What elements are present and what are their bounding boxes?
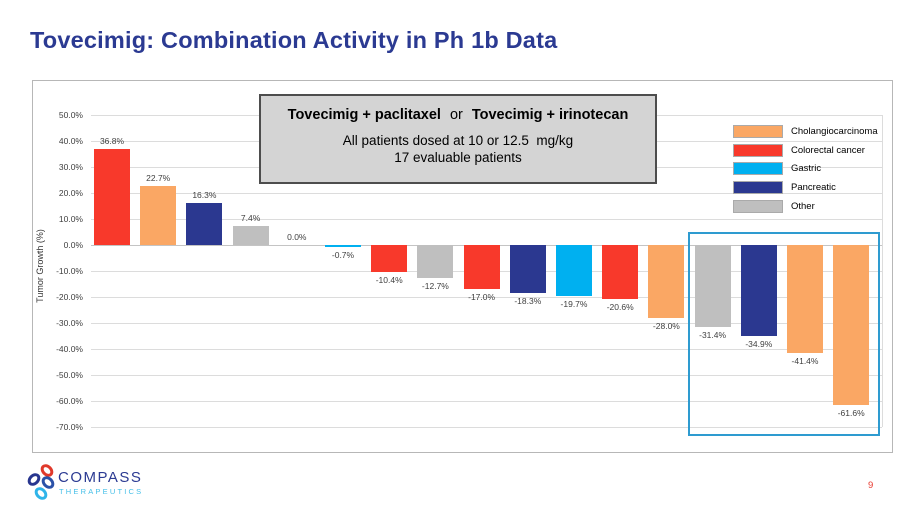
bar-value-label: 22.7% — [146, 172, 171, 183]
bar — [740, 245, 777, 336]
conjunction-label: or — [449, 107, 463, 123]
bar — [140, 185, 177, 245]
y-tick-label: 40.0% — [58, 136, 83, 146]
highlight-box — [687, 232, 881, 436]
chart-legend: Cholangiocarcinoma Colorectal cancer Gastr… — [33, 81, 892, 452]
evaluable-patients-label: 17 evaluable patients — [394, 150, 522, 165]
bar-value-label: 36.8% — [99, 136, 125, 147]
y-tick-label: -70.0% — [56, 422, 83, 432]
bar — [787, 245, 823, 353]
bar — [694, 245, 731, 327]
logo-company-name: COMPASS — [58, 469, 143, 486]
bar-value-label: -20.6% — [606, 301, 634, 312]
legend-swatch — [733, 125, 783, 138]
bar — [648, 245, 685, 318]
y-tick-label: -60.0% — [56, 396, 83, 406]
legend-label: Gastric — [791, 163, 822, 175]
bars-layer: 36.8% 22.7% 16.3% 7.4% 0.0% -0.7% -10.4% -12.7%… — [33, 81, 892, 452]
bar-value-label: -61.6% — [837, 408, 865, 419]
bar-value-label: -34.9% — [745, 338, 773, 349]
bar — [94, 149, 130, 245]
y-tick-label: 20.0% — [58, 188, 83, 198]
y-tick-label: 50.0% — [58, 110, 83, 120]
bar — [509, 245, 546, 293]
gridline — [91, 323, 882, 324]
bar-value-label: -28.0% — [652, 320, 680, 331]
bar-value-label: 0.0% — [287, 232, 307, 242]
bar — [186, 202, 223, 245]
gridline — [91, 219, 882, 220]
bar-value-label: -17.0% — [468, 292, 496, 303]
bar — [833, 245, 870, 406]
bar — [602, 245, 639, 299]
bar-value-label: 7.4% — [240, 212, 261, 223]
combo-paclitaxel-label: Tovecimig + paclitaxel — [287, 107, 441, 123]
annotation-combos: Tovecimig + paclitaxel or Tovecimig + irin… — [261, 107, 655, 123]
page-title: Tovecimig: Combination Activity in Ph 1b… — [30, 27, 558, 53]
bar-value-label: -41.4% — [791, 355, 819, 366]
gridline — [91, 193, 882, 194]
bar-value-label: -18.3% — [514, 295, 542, 306]
y-tick-label: -40.0% — [56, 344, 83, 354]
bar — [371, 245, 408, 273]
legend-swatch — [733, 143, 783, 157]
dosing-label: All patients dosed at 10 or 12.5 mg/kg — [342, 133, 574, 148]
bar-value-label: -12.7% — [421, 281, 449, 292]
bar — [232, 225, 269, 245]
legend-label: Cholangiocarcinoma — [791, 126, 878, 137]
bar-value-label: -0.7% — [331, 249, 355, 260]
bar — [417, 245, 454, 279]
bar — [463, 245, 500, 290]
annotation-box: Tovecimig + paclitaxel or Tovecimig + irin… — [259, 94, 657, 184]
logo-tagline: THERAPEUTICS — [59, 487, 144, 496]
plot-right-border — [882, 115, 883, 427]
bar-value-label: -19.7% — [560, 299, 588, 310]
legend-swatch — [733, 199, 783, 213]
y-tick-label: -20.0% — [56, 292, 83, 302]
legend-label: Other — [791, 200, 815, 212]
y-tick-label: 0.0% — [63, 240, 83, 250]
y-tick-label: 10.0% — [58, 214, 83, 224]
page-number: 9 — [868, 480, 874, 491]
bar-value-label: -10.4% — [375, 275, 403, 286]
bar — [325, 245, 361, 247]
gridline — [91, 375, 882, 376]
legend-swatch — [733, 162, 783, 176]
y-tick-label: 30.0% — [58, 162, 83, 172]
gridline — [91, 297, 882, 298]
chart-area: Tumor Growth (%) 50.0% 40.0% 30.0% 20.0% 10.… — [32, 80, 893, 453]
compass-therapeutics-logo: COMPASS THERAPEUTICS — [25, 461, 196, 509]
gridline — [91, 401, 882, 402]
y-tick-label: -50.0% — [56, 370, 83, 380]
gridline — [91, 349, 882, 350]
bar-value-label: 16.3% — [192, 189, 217, 200]
legend-swatch — [733, 181, 783, 195]
y-tick-label: -30.0% — [56, 318, 83, 328]
legend-label: Colorectal cancer — [791, 144, 865, 156]
y-tick-label: -10.0% — [56, 266, 83, 276]
gridline — [91, 427, 882, 428]
bar-value-label: -31.4% — [699, 329, 727, 340]
bar — [556, 245, 592, 297]
combo-irinotecan-label: Tovecimig + irinotecan — [471, 107, 629, 123]
logo-ring-navy-icon — [25, 470, 43, 489]
legend-label: Pancreatic — [791, 182, 836, 194]
